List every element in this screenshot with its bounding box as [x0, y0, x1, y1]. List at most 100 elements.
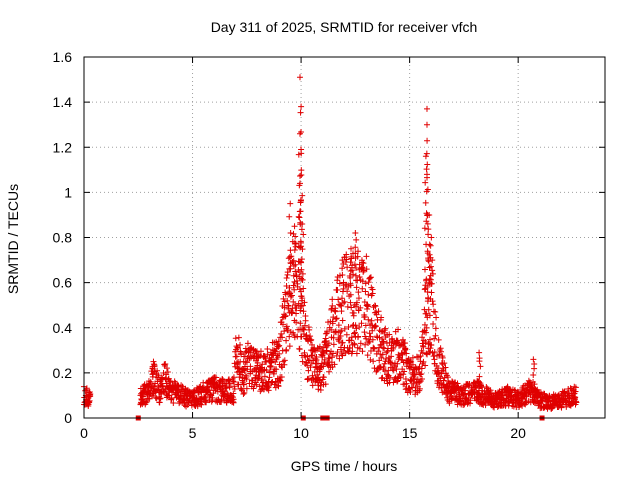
data-point — [411, 371, 418, 378]
data-point — [385, 367, 392, 374]
data-point — [332, 315, 339, 322]
data-point — [306, 326, 313, 333]
data-point — [147, 378, 154, 385]
data-point — [296, 214, 303, 221]
data-point — [362, 341, 369, 348]
data-point — [366, 338, 373, 345]
data-point — [425, 258, 432, 265]
data-point — [423, 324, 430, 331]
data-point — [394, 377, 401, 384]
data-point — [298, 171, 305, 178]
data-point — [352, 255, 359, 262]
data-point — [454, 380, 461, 387]
y-tick-label: 1.4 — [53, 94, 73, 110]
data-point — [347, 291, 354, 298]
data-point — [382, 325, 389, 332]
data-point — [287, 200, 294, 207]
data-point — [286, 333, 293, 340]
data-point — [361, 313, 368, 320]
data-point — [291, 223, 298, 230]
data-point — [209, 394, 216, 401]
x-axis-label: GPS time / hours — [291, 458, 398, 474]
data-point — [230, 390, 237, 397]
data-point — [213, 374, 220, 381]
data-point — [431, 335, 438, 342]
data-point — [296, 74, 303, 81]
data-point — [426, 276, 433, 283]
data-point — [373, 311, 380, 318]
data-point — [355, 295, 362, 302]
data-point — [467, 397, 474, 404]
data-point — [425, 226, 432, 233]
data-point — [351, 341, 358, 348]
data-point — [286, 265, 293, 272]
data-point — [326, 368, 333, 375]
data-point — [353, 303, 360, 310]
data-point — [347, 267, 354, 274]
data-point — [341, 298, 348, 305]
data-point — [223, 399, 230, 406]
axis-ticks: 0 0.2 0.4 0.6 0.8 1 1.2 1.4 1.6 0 5 10 15 20 — [53, 49, 605, 441]
data-point — [261, 373, 268, 380]
data-point — [380, 338, 387, 345]
data-point — [276, 342, 283, 349]
data-point — [363, 335, 370, 342]
data-point — [361, 329, 368, 336]
data-point — [154, 367, 161, 374]
data-point — [362, 288, 369, 295]
data-point — [429, 257, 436, 264]
data-point — [378, 354, 385, 361]
data-point — [304, 353, 311, 360]
data-point — [295, 151, 302, 158]
data-point — [244, 366, 251, 373]
data-point — [339, 257, 346, 264]
data-point — [313, 354, 320, 360]
data-point — [370, 358, 377, 365]
data-point — [337, 346, 344, 353]
data-point — [418, 365, 425, 372]
data-point — [426, 312, 433, 319]
data-point — [387, 374, 394, 381]
data-point — [364, 352, 371, 359]
data-point — [423, 310, 430, 317]
y-tick-label: 0.6 — [53, 275, 73, 291]
data-point — [291, 286, 298, 293]
data-point — [302, 317, 309, 324]
data-point — [308, 341, 315, 348]
data-point — [423, 329, 430, 336]
data-point — [353, 236, 360, 243]
data-point — [263, 358, 270, 365]
data-point — [326, 361, 333, 368]
data-point — [506, 400, 513, 407]
data-point — [531, 365, 538, 372]
data-point — [379, 344, 386, 351]
data-point — [272, 348, 279, 355]
data-point — [421, 225, 428, 232]
data-points — [80, 74, 580, 421]
data-point — [298, 103, 305, 110]
data-point — [407, 389, 414, 396]
data-point — [373, 333, 380, 340]
data-point — [430, 301, 437, 308]
chart-title: Day 311 of 2025, SRMTID for receiver vfc… — [211, 19, 478, 35]
data-point — [305, 367, 312, 374]
data-point — [317, 386, 324, 393]
data-point — [241, 389, 248, 396]
data-point — [369, 286, 376, 293]
data-point — [298, 226, 305, 233]
data-point — [340, 279, 347, 286]
data-point — [207, 391, 214, 398]
data-point — [376, 334, 383, 341]
data-point — [304, 362, 311, 369]
data-point — [438, 348, 445, 355]
data-point — [352, 244, 359, 251]
data-point — [329, 320, 336, 327]
data-point — [280, 295, 287, 302]
data-point — [353, 325, 360, 332]
data-point — [359, 348, 366, 355]
data-point — [427, 276, 434, 283]
data-point — [267, 362, 274, 369]
data-point — [87, 390, 94, 397]
data-point — [308, 336, 315, 343]
data-point — [487, 387, 494, 394]
